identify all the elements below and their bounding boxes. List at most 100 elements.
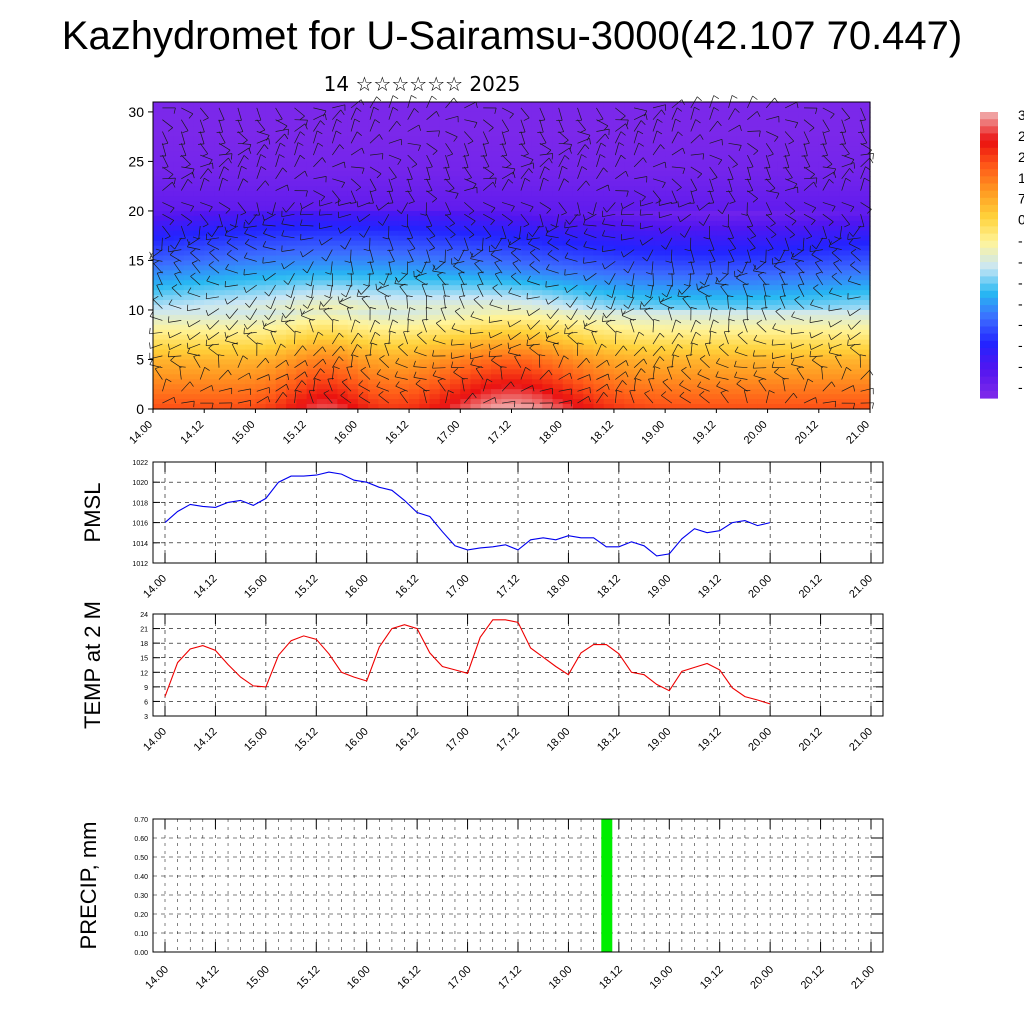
heat-cell [562,309,574,316]
heat-cell [634,141,646,148]
heat-cell [337,349,349,356]
heat-cell [480,136,492,143]
heat-cell [460,344,472,351]
heat-cell [245,394,257,400]
heat-cell [234,171,246,177]
heat-cell [634,225,646,232]
heat-cell [470,240,482,247]
heat-cell [480,295,492,301]
heat-cell [542,196,554,202]
heat-cell [275,369,287,375]
heat-cell [306,339,318,346]
heat-cell [337,339,349,346]
wind-barb [256,144,265,156]
heat-cell [347,250,359,257]
heat-cell [706,270,717,276]
heat-cell [849,314,861,321]
heat-cell [501,404,513,410]
heat-cell [706,260,717,266]
heat-cell [798,344,810,351]
wind-barb-flag [475,102,478,108]
heat-cell [624,364,636,370]
heat-cell [798,116,810,123]
heat-cell [593,220,605,227]
heat-cell [849,260,861,266]
heat-cell [245,161,257,167]
heat-cell [531,161,543,167]
heat-cell [726,344,738,351]
heat-cell [204,156,216,163]
heat-cell [716,369,728,375]
wind-barb [633,120,642,132]
heat-cell [214,186,226,192]
heat-cell [316,196,328,202]
wind-barb-flag [729,201,736,204]
wind-barb [445,115,459,121]
heat-cell [214,260,226,266]
heat-cell [398,230,410,237]
heat-cell [583,116,595,123]
heat-cell [265,156,277,163]
heat-cell [337,215,349,222]
heat-cell [859,191,871,197]
heat-cell [429,399,441,405]
heat-cell [695,141,707,148]
wind-barb-flag [543,177,549,182]
heat-cell [480,285,492,291]
heat-cell [265,265,277,271]
wind-barb-flag [299,115,305,121]
heat-cell [265,181,277,187]
wind-barb [671,166,685,169]
heat-cell [562,280,574,286]
heat-cell [153,166,164,172]
wind-barb [520,202,534,208]
heat-cell [757,329,769,336]
heat-cell [818,285,830,291]
heat-cell [480,171,492,177]
heat-cell [316,250,328,257]
heat-cell [849,166,861,172]
heat-cell [419,309,431,316]
heat-cell [316,300,328,306]
heat-cell [255,314,267,321]
heat-cell [409,210,420,217]
heat-cell [368,309,379,316]
heat-cell [665,394,676,400]
heat-cell [429,106,441,113]
heat-cell [204,300,216,306]
heat-cell [757,389,769,395]
wind-barb [841,131,846,145]
heat-cell [388,255,400,262]
heat-cell [429,389,441,395]
heat-cell [439,290,451,296]
heat-cell [357,339,369,346]
heat-cell [275,141,287,148]
heat-cell [685,215,697,222]
heat-cell [193,349,205,356]
heat-cell [245,196,257,202]
heat-cell [183,205,195,212]
heat-cell [562,126,574,133]
heat-cell [183,106,195,113]
heat-cell [357,384,369,390]
wind-barb [501,119,510,131]
heat-cell [214,171,226,177]
heat-cell [644,230,656,237]
heat-cell [214,196,226,202]
heat-cell [603,215,615,222]
heat-cell [808,196,820,202]
heat-cell [818,295,830,301]
heat-cell [419,116,431,123]
heat-cell [378,111,390,118]
heat-cell [603,314,615,321]
heat-cell [450,290,461,296]
heat-cell [767,270,779,276]
heat-cell [531,225,543,232]
heat-cell [491,364,502,370]
heat-cell [234,156,246,163]
heat-cell [818,220,830,227]
heat-cell [163,176,175,182]
heat-cell [736,275,748,281]
heat-cell [542,374,554,380]
heat-cell [572,300,584,306]
